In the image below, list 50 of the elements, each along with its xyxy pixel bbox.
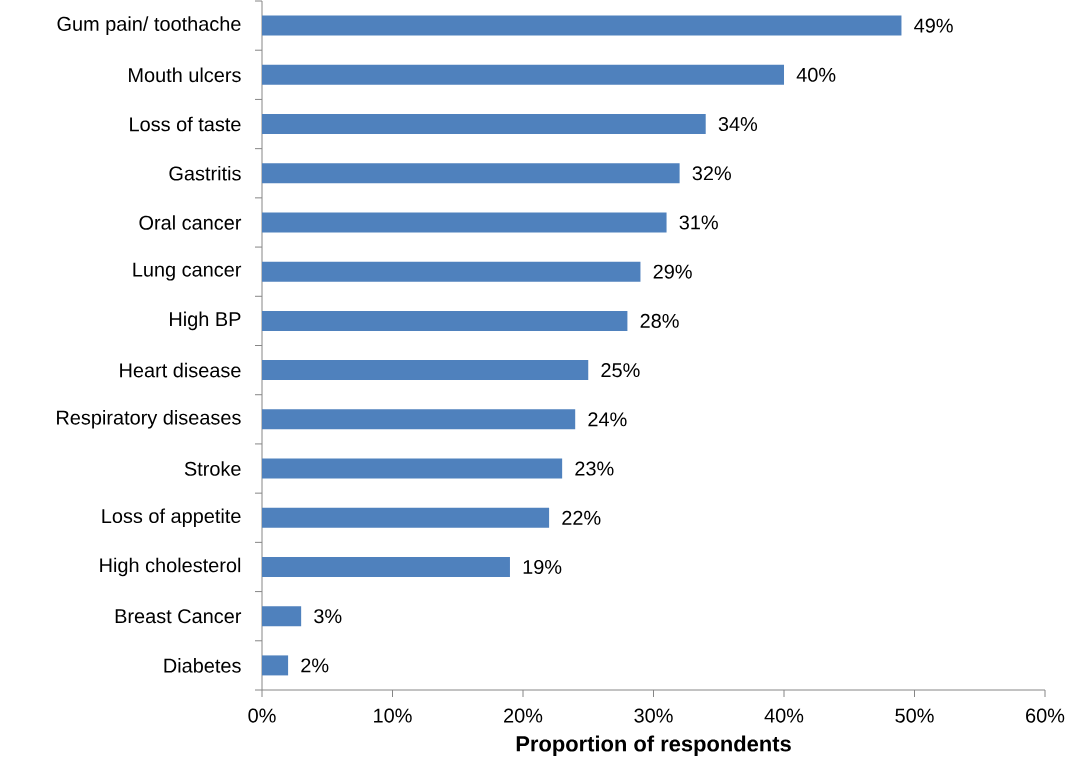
y-tick-label: Breast Cancer — [115, 609, 242, 624]
data-label: 49% — [914, 18, 953, 33]
data-label: 29% — [653, 264, 692, 279]
y-tick-label: Respiratory diseases — [57, 410, 241, 429]
bar — [262, 310, 628, 331]
data-label: 2% — [301, 658, 329, 673]
y-tick-label: Heart disease — [120, 362, 241, 378]
data-label: 25% — [601, 363, 640, 378]
x-tick-label: 20% — [504, 708, 543, 723]
bar — [262, 409, 576, 430]
data-label: 24% — [588, 412, 627, 427]
data-label: 31% — [679, 215, 718, 230]
bar — [262, 114, 706, 135]
y-tick-label: Lung cancer — [133, 262, 242, 281]
bar — [262, 655, 289, 676]
data-label: 28% — [640, 313, 679, 328]
bar — [262, 15, 902, 36]
bar — [262, 163, 680, 184]
x-axis-title: Proportion of respondents — [516, 735, 791, 756]
x-tick-label: 10% — [374, 708, 412, 723]
bar — [262, 507, 550, 528]
data-label: 32% — [692, 166, 731, 181]
y-tick-label: Gastritis — [169, 165, 241, 181]
data-label: 34% — [718, 116, 758, 132]
data-label: 23% — [575, 461, 614, 476]
data-label: 40% — [796, 67, 836, 82]
bar — [262, 360, 589, 381]
y-tick-label: Gum pain/ toothache — [57, 16, 241, 35]
y-tick-label: Loss of taste — [130, 116, 241, 132]
data-label: 3% — [314, 609, 342, 624]
x-tick-label: 0% — [248, 708, 276, 723]
bar — [262, 212, 667, 233]
bar — [262, 556, 510, 577]
x-tick-label: 60% — [1026, 708, 1065, 723]
bar — [262, 261, 641, 282]
x-tick-label: 30% — [634, 708, 673, 723]
y-tick-label: Oral cancer — [139, 215, 242, 230]
y-tick-label: High cholesterol — [100, 557, 241, 577]
bar — [262, 606, 302, 627]
y-tick-label: Diabetes — [164, 658, 241, 673]
bar — [262, 64, 785, 85]
y-tick-label: Loss of appetite — [102, 508, 241, 528]
bar — [262, 458, 563, 479]
y-tick-label: High BP — [170, 311, 241, 331]
x-tick-label: 40% — [764, 708, 804, 723]
x-tick-label: 50% — [895, 708, 934, 723]
y-tick-label: Mouth ulcers — [129, 67, 241, 83]
y-tick-label: Stroke — [184, 461, 241, 476]
data-label: 22% — [562, 510, 601, 525]
data-label: 19% — [523, 559, 562, 575]
